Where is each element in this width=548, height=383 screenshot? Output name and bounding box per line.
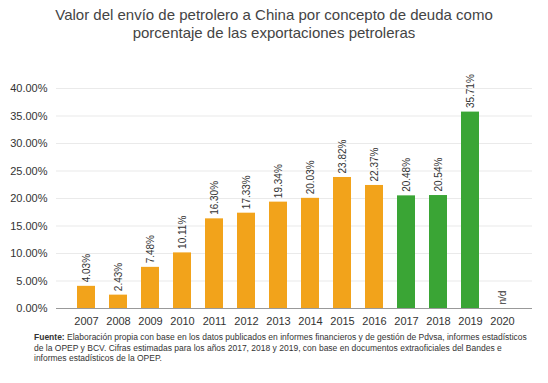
svg-text:20.03%: 20.03% (305, 160, 316, 194)
svg-text:20.48%: 20.48% (401, 158, 412, 192)
svg-text:40.00%: 40.00% (10, 82, 48, 94)
svg-text:16.30%: 16.30% (209, 181, 220, 215)
svg-text:2015: 2015 (330, 315, 354, 327)
svg-text:22.37%: 22.37% (369, 147, 380, 181)
svg-text:23.82%: 23.82% (337, 139, 348, 173)
html-text:Valor del envío de petrolero a: Valor del envío de petrolero a China por… (55, 6, 493, 41)
svg-text:2013: 2013 (266, 315, 290, 327)
svg-text:2020: 2020 (490, 315, 514, 327)
svg-text:19.34%: 19.34% (273, 164, 284, 198)
svg-text:4.03%: 4.03% (81, 254, 92, 282)
svg-text:2012: 2012 (234, 315, 258, 327)
svg-text:2.43%: 2.43% (113, 263, 124, 291)
html-text:Fuente: Elaboración propia con: Fuente: Elaboración propia con base en l… (34, 332, 527, 363)
svg-text:2014: 2014 (298, 315, 322, 327)
svg-text:15.00%: 15.00% (10, 220, 48, 232)
svg-text:20.54%: 20.54% (433, 158, 444, 192)
svg-text:5.00%: 5.00% (16, 275, 47, 287)
svg-text:2018: 2018 (426, 315, 450, 327)
svg-text:2011: 2011 (203, 315, 227, 327)
svg-text:7.48%: 7.48% (145, 235, 156, 263)
svg-text:35.71%: 35.71% (465, 74, 476, 108)
svg-text:2010: 2010 (170, 315, 194, 327)
svg-text:10.11%: 10.11% (177, 216, 188, 249)
svg-text:2009: 2009 (138, 315, 162, 327)
svg-text:30.00%: 30.00% (10, 137, 48, 149)
svg-text:25.00%: 25.00% (10, 165, 48, 177)
svg-text:35.00%: 35.00% (10, 110, 48, 122)
svg-text:2019: 2019 (458, 315, 482, 327)
svg-text:20.00%: 20.00% (10, 192, 48, 204)
svg-text:2007: 2007 (74, 315, 98, 327)
svg-text:2008: 2008 (106, 315, 130, 327)
svg-text:0.00%: 0.00% (16, 302, 47, 314)
svg-text:2017: 2017 (394, 315, 418, 327)
svg-text:2016: 2016 (362, 315, 386, 327)
svg-text:10.00%: 10.00% (10, 247, 48, 259)
svg-text:17.33%: 17.33% (241, 175, 252, 209)
svg-text:n/d: n/d (497, 291, 508, 305)
